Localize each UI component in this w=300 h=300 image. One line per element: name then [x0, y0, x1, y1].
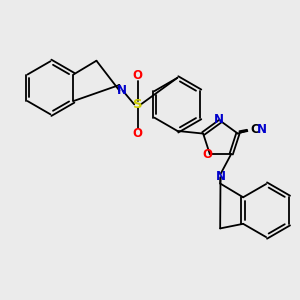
- Text: O: O: [202, 148, 212, 161]
- Text: O: O: [133, 127, 142, 140]
- Text: S: S: [133, 98, 142, 111]
- Text: N: N: [256, 123, 267, 136]
- Text: N: N: [215, 170, 226, 183]
- Text: O: O: [133, 69, 142, 82]
- Text: N: N: [117, 84, 127, 97]
- Text: N: N: [214, 113, 224, 126]
- Text: C: C: [250, 123, 259, 136]
